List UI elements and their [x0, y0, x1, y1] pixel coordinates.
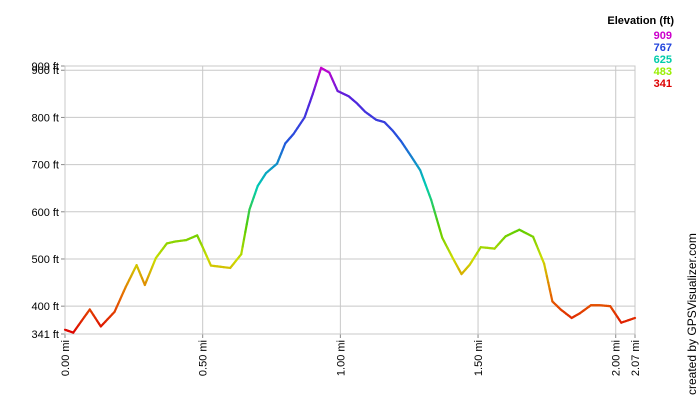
elevation-segment [247, 208, 251, 219]
x-tick-label: 2.07 mi [630, 340, 642, 376]
elevation-segment [244, 223, 248, 233]
legend-value: 341 [654, 78, 672, 90]
y-tick-label: 500 ft [31, 254, 59, 266]
elevation-segment [240, 245, 244, 256]
axis-layer: 341 ft 400 ft 500 ft 600 ft 700 ft 800 ft 900 … [31, 61, 642, 376]
x-tick-label: 0.00 mi [60, 340, 72, 376]
legend-value: 483 [654, 66, 672, 78]
elevation-line [63, 66, 637, 334]
legend-value: 909 [654, 30, 672, 42]
elevation-segment [631, 316, 637, 320]
y-tick-label: 400 ft [31, 301, 59, 313]
grid-layer [64, 65, 636, 335]
x-tick-label: 0.50 mi [198, 340, 210, 376]
y-tick-label: 341 ft [31, 329, 59, 341]
y-tick-label: 909 ft [31, 61, 59, 73]
elevation-segment [242, 230, 247, 241]
x-tick-label: 1.00 mi [335, 340, 347, 376]
credit-text: created by GPSVisualizer.com [685, 233, 699, 395]
y-tick-label: 700 ft [31, 160, 59, 172]
x-tick-label: 2.00 mi [611, 340, 623, 376]
x-tick-label: 1.50 mi [473, 340, 485, 376]
elevation-segment [241, 238, 246, 248]
legend-value: 625 [654, 54, 672, 66]
y-tick-label: 600 ft [31, 207, 59, 219]
legend-title: Elevation (ft) [607, 15, 674, 27]
elevation-segment [245, 215, 250, 226]
plot-frame [64, 65, 636, 335]
y-tick-label: 900 ft [31, 65, 59, 77]
y-tick-label: 800 ft [31, 112, 59, 124]
legend-value: 767 [654, 42, 672, 54]
